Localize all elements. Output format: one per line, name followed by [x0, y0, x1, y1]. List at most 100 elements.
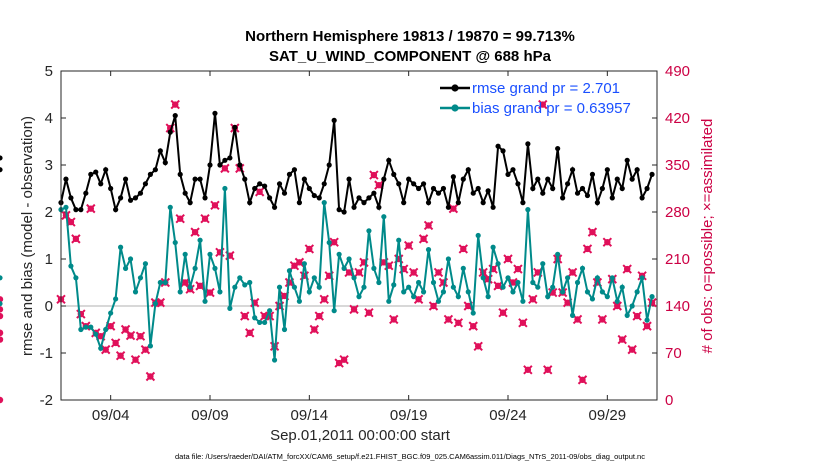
left-tick-label: 2 [45, 204, 53, 221]
right-axis-tick-labels: 0 70 140 210 280 350 420 490 [665, 63, 690, 409]
rmse-point [435, 190, 442, 196]
assimilated-marker [130, 355, 141, 365]
rmse-point [530, 185, 536, 192]
bias-point [401, 289, 407, 295]
rmse-point [291, 167, 298, 173]
bias-point [118, 244, 124, 250]
series-lines [0, 110, 655, 363]
assimilated-marker [418, 234, 429, 244]
assimilated-marker-cross [319, 294, 329, 304]
assimilated-marker [76, 309, 86, 319]
bias-point [122, 265, 129, 271]
assimilated-marker-cross [240, 311, 250, 321]
rmse-point [222, 157, 228, 163]
assimilated-marker-cross [349, 304, 359, 315]
bias-point [336, 251, 342, 257]
bias-point [411, 294, 417, 300]
assimilated-marker-cross [587, 227, 598, 237]
assimilated-marker [314, 311, 324, 321]
bias-point [520, 298, 526, 304]
bias-point [306, 289, 312, 295]
assimilated-marker-cross [577, 375, 588, 385]
rmse-point [525, 141, 531, 147]
assimilated-marker-cross [170, 99, 180, 110]
assimilated-marker [0, 306, 3, 313]
assimilated-marker [205, 287, 215, 298]
bias-point [296, 298, 302, 304]
rmse-point [187, 200, 193, 206]
assimilated-marker [543, 365, 553, 375]
assimilated-marker-cross [110, 338, 121, 348]
right-tick-label: 0 [665, 392, 673, 409]
rmse-point [381, 176, 387, 182]
rmse-point [455, 200, 461, 206]
right-tick-label: 420 [665, 110, 690, 127]
bias-point [450, 284, 456, 290]
bias-point [371, 265, 377, 271]
rmse-point [406, 176, 412, 182]
rmse-point [286, 171, 293, 177]
bias-point [232, 284, 238, 290]
rmse-point [569, 167, 576, 173]
bias-point [237, 275, 243, 281]
bias-point [649, 294, 655, 300]
rmse-point [172, 113, 178, 119]
assimilated-marker-cross [632, 311, 642, 321]
right-tick-label: 70 [665, 345, 682, 362]
assimilated-marker [523, 365, 533, 375]
rmse-point [267, 195, 273, 201]
assimilated-marker-cross [642, 321, 652, 331]
rmse-point [177, 171, 183, 177]
right-tick-label: 350 [665, 157, 690, 174]
rmse-point [321, 181, 327, 187]
bias-point [500, 284, 506, 290]
assimilated-marker [468, 321, 478, 331]
rmse-point [137, 190, 144, 196]
bias-point [634, 289, 640, 295]
assimilated-marker [0, 296, 3, 303]
assimilated-marker-cross [403, 240, 414, 251]
bias-point [187, 284, 193, 290]
rmse-point [584, 192, 591, 199]
assimilated-marker-cross [100, 344, 111, 355]
bias-point [98, 345, 104, 351]
assimilated-marker-cross [314, 311, 324, 321]
rmse-point [147, 171, 153, 177]
rmse-point [589, 171, 596, 177]
rmse-point [545, 176, 551, 182]
bias-point [579, 265, 586, 271]
rmse-point [162, 160, 168, 166]
bias-point [445, 256, 451, 262]
rmse-series-line [60, 113, 653, 214]
chart-title-line1: Northern Hemisphere 19813 / 19870 = 99.7… [245, 28, 575, 45]
assimilated-marker-cross [627, 344, 637, 355]
bias-point [555, 251, 561, 257]
assimilated-marker [463, 301, 473, 311]
bias-point [321, 200, 327, 206]
assimilated-marker [125, 330, 136, 341]
bias-point [584, 289, 591, 295]
assimilated-marker [493, 281, 503, 291]
bias-point [535, 284, 541, 290]
rmse-point [609, 195, 615, 201]
rmse-point [619, 185, 625, 192]
bias-point [574, 279, 581, 286]
assimilated-marker [622, 264, 632, 274]
rmse-point [510, 167, 516, 173]
bias-point [540, 261, 546, 267]
bias-point [460, 265, 466, 271]
rmse-point [480, 200, 486, 206]
rmse-point [341, 209, 347, 215]
rmse-point [237, 162, 243, 168]
assimilated-marker [170, 99, 180, 110]
assimilated-marker [309, 324, 320, 335]
bias-point [589, 296, 596, 302]
plot-area [61, 71, 657, 400]
x-tick-label: 09/29 [589, 407, 627, 424]
bias-point [281, 326, 288, 333]
assimilated-marker [354, 267, 364, 278]
rmse-point [108, 185, 114, 192]
rmse-point [93, 169, 99, 175]
x-axis-label: Sep.01,2011 00:00:00 start [270, 427, 451, 444]
